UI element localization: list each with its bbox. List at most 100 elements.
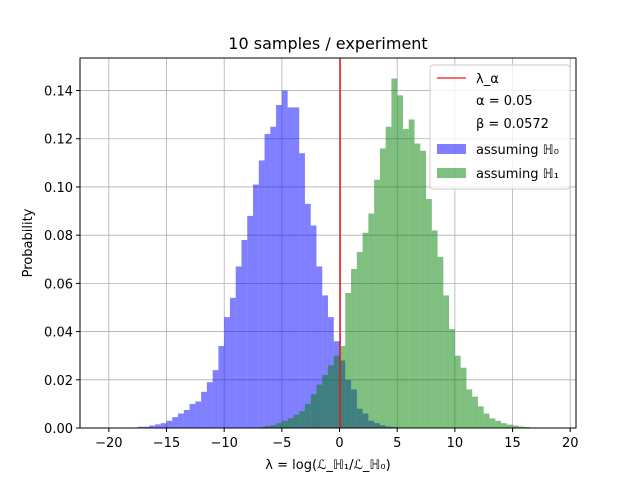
series-1-bar-10 — [316, 384, 323, 428]
series-0-bar-24 — [276, 105, 282, 428]
series-0-bar-11 — [201, 391, 207, 428]
y-axis-label: Probability — [21, 208, 36, 277]
series-0-bar-6 — [172, 417, 179, 428]
series-0-bar-32 — [322, 295, 328, 428]
series-1-bar-40 — [489, 418, 496, 428]
series-0-bar-21 — [258, 160, 265, 428]
series-0-bar-20 — [253, 184, 259, 428]
series-1-bar-27 — [414, 143, 421, 428]
y-tick-label-5: 0.10 — [44, 181, 73, 196]
x-tick-label-4: 0 — [335, 436, 343, 451]
series-1-bar-18 — [362, 232, 369, 428]
series-1-bar-8 — [304, 403, 311, 428]
x-tick-label-2: −10 — [210, 436, 237, 451]
series-1-bar-21 — [379, 148, 386, 429]
series-0-bar-27 — [293, 107, 300, 428]
legend-h0-label: assuming ℍ₀ — [476, 143, 559, 158]
y-axis-ticks: 0.00 0.02 0.04 0.06 0.08 0.10 0.12 0.14 — [44, 85, 80, 437]
series-1-bars — [258, 78, 542, 429]
y-tick-label-3: 0.06 — [44, 277, 73, 292]
series-1-bar-1 — [264, 426, 271, 428]
series-0-bar-15 — [224, 317, 230, 428]
series-0-bar-12 — [206, 382, 213, 428]
series-0-bar-2 — [149, 425, 155, 428]
x-axis-label: λ = log(ℒ_ℍ₁/ℒ_ℍ₀) — [265, 458, 390, 473]
series-0-bar-26 — [287, 107, 294, 428]
series-1-bar-29 — [426, 199, 432, 428]
legend-h1-label: assuming ℍ₁ — [476, 167, 559, 182]
series-1-bar-14 — [339, 346, 346, 428]
series-1-bar-36 — [466, 389, 473, 428]
series-1-bar-6 — [293, 414, 300, 428]
series-1-bar-38 — [477, 406, 484, 428]
series-1-bar-15 — [345, 293, 352, 428]
x-tick-label-8: 20 — [562, 436, 579, 451]
legend-h0-swatch — [437, 144, 466, 154]
series-1-bar-24 — [397, 95, 403, 428]
series-0-bar-22 — [264, 133, 271, 428]
series-0-bar-17 — [235, 266, 242, 428]
series-0-bar-3 — [154, 424, 161, 428]
series-0-bar-8 — [183, 409, 190, 428]
series-0-bar-19 — [247, 215, 254, 428]
series-1-bar-2 — [270, 425, 277, 428]
y-tick-label-4: 0.08 — [44, 229, 73, 244]
legend-threshold-label: λ_α — [476, 72, 499, 87]
series-1-bar-16 — [351, 268, 357, 428]
x-tick-label-5: 5 — [393, 436, 401, 451]
series-0-bar-16 — [229, 297, 236, 428]
legend-h1-swatch — [437, 168, 466, 178]
series-0-bar-10 — [195, 401, 202, 428]
series-1-bar-5 — [287, 418, 294, 428]
series-1-bar-28 — [420, 150, 427, 428]
series-0-bar-7 — [178, 413, 184, 428]
chart-title: 10 samples / experiment — [228, 34, 427, 53]
series-1-bar-37 — [472, 396, 478, 428]
x-axis-ticks: −20 −15 −10 −5 0 5 10 15 20 — [95, 428, 579, 451]
series-1-bar-17 — [356, 252, 363, 428]
series-0-bar-14 — [218, 346, 225, 428]
series-0-bar-9 — [189, 403, 196, 428]
series-1-bar-44 — [512, 425, 519, 428]
series-1-bar-42 — [501, 423, 507, 428]
series-1-bar-25 — [402, 129, 409, 429]
series-0-bar-18 — [241, 239, 248, 428]
series-1-bar-30 — [431, 230, 438, 428]
y-tick-label-1: 0.02 — [44, 374, 73, 389]
series-1-bar-33 — [449, 329, 455, 428]
x-tick-label-7: 15 — [504, 436, 521, 451]
series-1-bar-20 — [374, 179, 380, 428]
plot-frame — [79, 57, 577, 429]
legend: λ_α α = 0.05 β = 0.0572 assuming ℍ₀ assu… — [429, 64, 571, 190]
series-0-bar-5 — [166, 420, 173, 428]
series-0-bar-31 — [316, 266, 323, 428]
series-0-bar-29 — [304, 203, 311, 428]
x-tick-label-6: 10 — [447, 436, 464, 451]
series-0-bar-13 — [212, 370, 219, 428]
series-1-bar-34 — [454, 355, 461, 428]
series-0-bar-4 — [160, 423, 167, 428]
series-1-bar-3 — [276, 423, 282, 428]
series-1-bar-32 — [443, 295, 450, 428]
series-1-bar-12 — [328, 365, 334, 428]
legend-alpha-label: α = 0.05 — [476, 94, 533, 109]
series-1-bar-13 — [333, 355, 340, 428]
series-0-bar-28 — [299, 153, 305, 428]
series-1-bar-9 — [310, 394, 317, 428]
series-1-bar-31 — [437, 256, 444, 428]
series-1-bar-7 — [299, 411, 305, 428]
series-0-bar-0 — [137, 426, 144, 428]
series-1-bar-19 — [368, 213, 375, 428]
x-tick-label-1: −15 — [153, 436, 180, 451]
series-1-bar-45 — [518, 426, 525, 428]
y-tick-label-7: 0.14 — [44, 85, 73, 100]
y-tick-label-0: 0.00 — [44, 422, 73, 437]
series-1-bar-23 — [391, 78, 398, 429]
series-1-bar-35 — [460, 367, 467, 428]
series-1-bar-39 — [483, 413, 490, 428]
series-1-bar-11 — [322, 374, 328, 428]
series-0-bar-30 — [310, 225, 317, 428]
y-tick-label-2: 0.04 — [44, 326, 73, 341]
series-1-bar-41 — [495, 420, 502, 428]
series-0-bar-25 — [281, 90, 288, 429]
